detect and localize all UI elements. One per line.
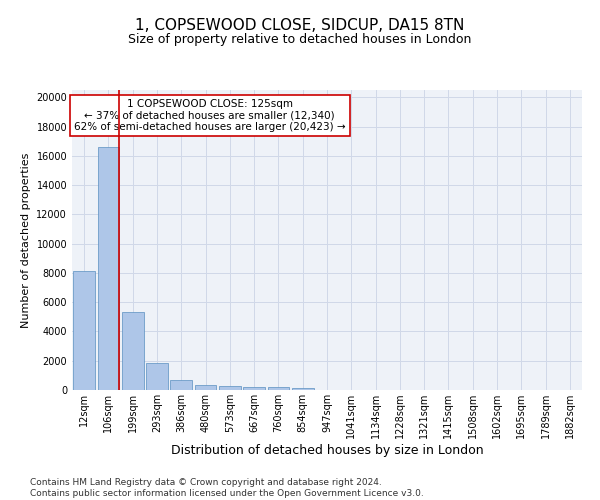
X-axis label: Distribution of detached houses by size in London: Distribution of detached houses by size …	[170, 444, 484, 457]
Bar	[292, 388, 314, 390]
Text: 1 COPSEWOOD CLOSE: 125sqm
← 37% of detached houses are smaller (12,340)
62% of s: 1 COPSEWOOD CLOSE: 125sqm ← 37% of detac…	[74, 99, 346, 132]
Bar	[73, 272, 95, 390]
Bar	[243, 387, 265, 390]
Bar	[97, 147, 119, 390]
Bar	[122, 312, 143, 390]
Bar	[194, 384, 217, 390]
Y-axis label: Number of detached properties: Number of detached properties	[21, 152, 31, 328]
Text: Size of property relative to detached houses in London: Size of property relative to detached ho…	[128, 32, 472, 46]
Text: 1, COPSEWOOD CLOSE, SIDCUP, DA15 8TN: 1, COPSEWOOD CLOSE, SIDCUP, DA15 8TN	[136, 18, 464, 32]
Text: Contains HM Land Registry data © Crown copyright and database right 2024.
Contai: Contains HM Land Registry data © Crown c…	[30, 478, 424, 498]
Bar	[219, 386, 241, 390]
Bar	[268, 388, 289, 390]
Bar	[146, 363, 168, 390]
Bar	[170, 380, 192, 390]
